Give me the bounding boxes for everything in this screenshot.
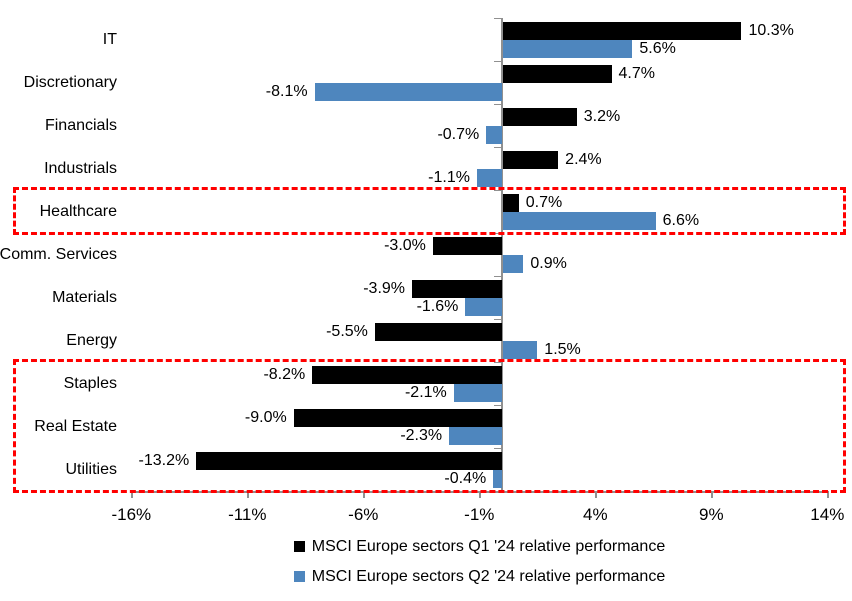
y-axis-tick <box>494 405 501 407</box>
category-label: Discretionary <box>23 73 117 91</box>
value-label: -2.3% <box>400 426 443 444</box>
category-label: Energy <box>66 331 117 349</box>
y-axis-tick <box>494 104 501 106</box>
x-tick-label: -16% <box>111 505 152 524</box>
legend: MSCI Europe sectors Q1 '24 relative perf… <box>131 536 828 587</box>
x-axis-tick <box>363 491 365 498</box>
category-label: Materials <box>52 288 117 306</box>
value-label: -3.9% <box>363 279 406 297</box>
value-label: 0.9% <box>530 254 567 272</box>
x-axis-tick <box>131 491 133 498</box>
bar-q2 <box>502 39 633 58</box>
value-label: 6.6% <box>662 211 700 229</box>
value-label: 2.4% <box>565 150 602 168</box>
value-label: 3.2% <box>583 107 621 125</box>
value-label: 4.7% <box>618 64 655 82</box>
value-label: 1.5% <box>544 340 581 358</box>
value-label: -1.6% <box>416 297 459 315</box>
highlight-box <box>13 359 846 493</box>
bar-q1 <box>502 64 612 83</box>
value-label: -9.0% <box>244 408 287 426</box>
value-label: -0.4% <box>444 469 487 487</box>
y-axis-tick <box>494 18 501 20</box>
bar-q1 <box>502 150 559 169</box>
bar-q1 <box>412 279 503 298</box>
x-axis-tick <box>479 491 481 498</box>
y-axis-tick <box>494 362 501 364</box>
y-axis-line <box>501 18 503 493</box>
category-label: IT <box>102 30 117 48</box>
x-tick-label: 14% <box>810 505 845 524</box>
bar-q1 <box>374 322 503 341</box>
bar-q1 <box>293 408 503 427</box>
y-axis-tick <box>494 190 501 192</box>
category-label: Financials <box>44 116 117 134</box>
value-label: -3.0% <box>384 236 426 254</box>
category-label: Real Estate <box>34 417 117 435</box>
x-axis-tick <box>247 491 249 498</box>
y-axis-tick <box>494 276 501 278</box>
category-label: Staples <box>63 374 117 392</box>
legend-label-q2: MSCI Europe sectors Q2 '24 relative perf… <box>311 567 666 585</box>
bar-q2 <box>502 340 538 359</box>
bar-q2 <box>502 254 524 273</box>
y-axis-tick <box>494 448 501 450</box>
legend-swatch-q2-icon <box>293 571 305 582</box>
category-label: Utilities <box>65 460 117 478</box>
bar-q2 <box>476 168 503 187</box>
y-axis-tick <box>494 147 501 149</box>
bar-q2 <box>465 297 503 316</box>
legend-swatch-q1-icon <box>293 541 305 552</box>
bar-q2 <box>493 469 503 488</box>
value-label: -8.1% <box>265 82 308 100</box>
value-label: -2.1% <box>404 383 447 401</box>
x-axis-tick <box>827 491 829 498</box>
x-tick-label: 4% <box>583 505 608 524</box>
y-axis-tick <box>494 319 501 321</box>
x-axis-tick <box>595 491 597 498</box>
highlight-box <box>13 187 846 235</box>
bar-q2 <box>453 383 503 402</box>
value-label: -0.7% <box>437 125 480 143</box>
legend-item-q1: MSCI Europe sectors Q1 '24 relative perf… <box>293 536 666 557</box>
value-label: 10.3% <box>748 21 794 39</box>
category-label: Healthcare <box>39 202 117 220</box>
bar-q1 <box>502 193 519 212</box>
bar-q1 <box>196 451 503 470</box>
bar-q1 <box>502 107 577 126</box>
x-axis-tick <box>711 491 713 498</box>
x-tick-label: 9% <box>699 505 724 524</box>
bar-q1 <box>432 236 503 255</box>
bar-q2 <box>502 211 656 230</box>
bar-q2 <box>449 426 503 445</box>
x-tick-label: -11% <box>228 505 267 524</box>
bar-q1 <box>502 21 742 40</box>
bar-q2 <box>486 125 503 144</box>
value-label: -13.2% <box>138 451 190 469</box>
value-label: 5.6% <box>639 39 676 57</box>
value-label: -8.2% <box>263 365 306 383</box>
value-label: -5.5% <box>326 322 368 340</box>
category-label: Industrials <box>44 159 117 177</box>
bar-q1 <box>312 365 503 384</box>
value-label: -1.1% <box>428 168 470 186</box>
category-label: Comm. Services <box>0 245 117 263</box>
value-label: 0.7% <box>525 193 563 211</box>
x-tick-label: -1% <box>464 505 495 524</box>
legend-item-q2: MSCI Europe sectors Q2 '24 relative perf… <box>293 566 666 587</box>
y-axis-tick <box>494 61 501 63</box>
legend-label-q1: MSCI Europe sectors Q1 '24 relative perf… <box>311 537 666 555</box>
bar-q2 <box>314 82 503 101</box>
x-tick-label: -6% <box>348 505 379 524</box>
